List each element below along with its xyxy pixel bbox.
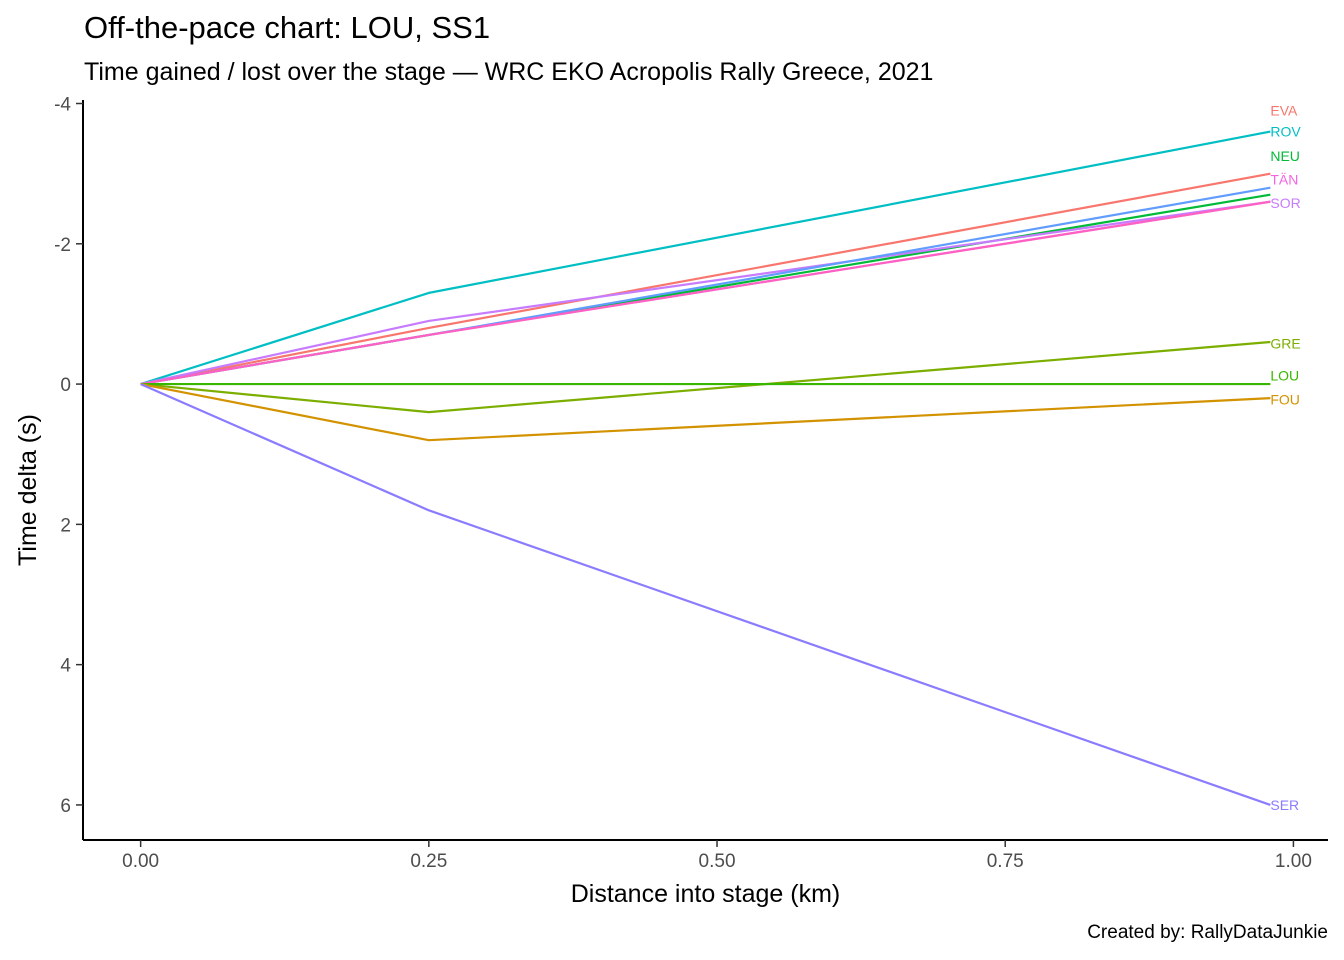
x-tick-label: 0.75	[987, 851, 1024, 872]
series-line-unlabeled	[140, 200, 1271, 386]
x-tick-label: 0.25	[410, 851, 447, 872]
x-tick-label: 1.00	[1275, 851, 1312, 872]
series-line-ser	[140, 383, 1271, 806]
ticks-layer: 0.00 0.25 0.50 0.75 1.00 -4 -2 0 2 4 6	[54, 95, 1312, 872]
series-end-label: ROV	[1270, 124, 1301, 140]
series-end-label: EVA	[1270, 103, 1298, 119]
y-tick-label: 4	[60, 656, 71, 677]
y-tick-label: 0	[60, 375, 71, 396]
series-line-rov	[140, 130, 1271, 386]
series-line-fou	[140, 382, 1271, 442]
series-end-label: SOR	[1270, 195, 1300, 211]
series-line-sor	[140, 200, 1271, 386]
series-end-label: TÄN	[1270, 171, 1298, 187]
x-tick-label: 0.00	[122, 851, 159, 872]
series-end-label: GRE	[1270, 335, 1300, 351]
y-tick-label: 2	[60, 515, 71, 536]
y-axis-title: Time delta (s)	[14, 414, 42, 566]
series-end-label: LOU	[1270, 368, 1299, 384]
y-tick-label: -2	[54, 235, 71, 256]
series-layer	[140, 130, 1271, 806]
series-line-eva	[140, 172, 1271, 386]
series-end-label: NEU	[1270, 148, 1300, 164]
y-tick-label: 6	[60, 796, 71, 817]
y-tick-label: -4	[54, 95, 71, 116]
x-axis-title: Distance into stage (km)	[571, 880, 841, 908]
x-tick-label: 0.50	[699, 851, 736, 872]
chart-title: Off-the-pace chart: LOU, SS1	[84, 10, 491, 45]
series-line-gre	[140, 340, 1271, 414]
series-end-label: FOU	[1270, 392, 1300, 408]
chart-caption: Created by: RallyDataJunkie	[1087, 922, 1328, 943]
chart-subtitle: Time gained / lost over the stage — WRC …	[84, 58, 934, 86]
axes-layer	[82, 100, 1328, 841]
end-labels-layer: EVA ROV NEU TÄN SOR GRE LOU FOU SER	[1270, 103, 1301, 813]
series-end-label: SER	[1270, 797, 1299, 813]
